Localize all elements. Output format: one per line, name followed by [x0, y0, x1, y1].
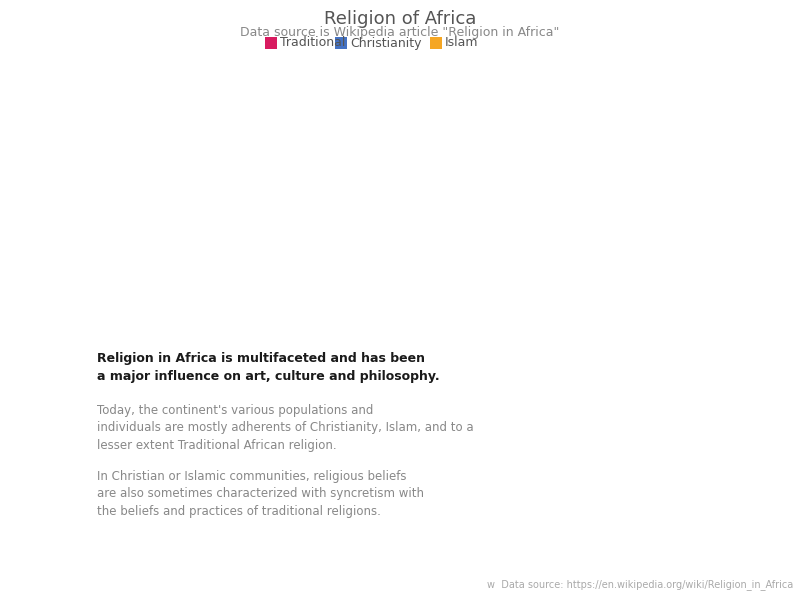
Text: Religion in Africa is multifaceted and has been
a major influence on art, cultur: Religion in Africa is multifaceted and h… — [97, 352, 440, 383]
Text: Traditional: Traditional — [280, 37, 346, 49]
FancyBboxPatch shape — [335, 37, 347, 49]
Text: w  Data source: https://en.wikipedia.org/wiki/Religion_in_Africa: w Data source: https://en.wikipedia.org/… — [486, 579, 793, 590]
Text: In Christian or Islamic communities, religious beliefs
are also sometimes charac: In Christian or Islamic communities, rel… — [97, 470, 424, 518]
FancyBboxPatch shape — [265, 37, 277, 49]
Text: Religion of Africa: Religion of Africa — [324, 10, 476, 28]
Text: Today, the continent's various populations and
individuals are mostly adherents : Today, the continent's various populatio… — [97, 404, 474, 452]
Text: Islam: Islam — [445, 37, 478, 49]
Text: Data source is Wikipedia article "Religion in Africa": Data source is Wikipedia article "Religi… — [240, 26, 560, 39]
FancyBboxPatch shape — [430, 37, 442, 49]
Text: Christianity: Christianity — [350, 37, 422, 49]
